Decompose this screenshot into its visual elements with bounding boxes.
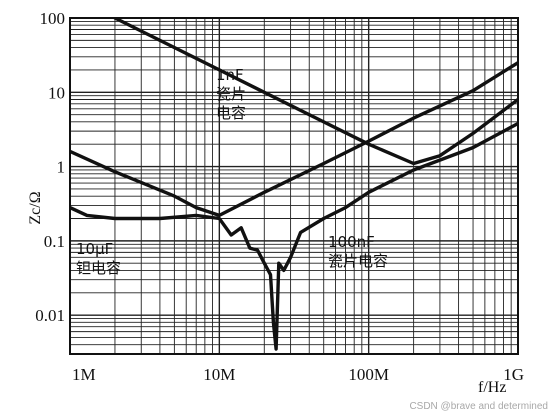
grid <box>70 18 518 354</box>
series-10uf-tantalum-line <box>70 61 518 218</box>
y-axis-label: Zc/Ω <box>27 191 44 224</box>
annotation-1nf-type2: 电容 <box>216 104 246 122</box>
series-group <box>70 18 518 351</box>
x-tick-label: 100M <box>348 365 389 384</box>
x-tick-label: 10M <box>203 365 235 384</box>
watermark: CSDN @brave and determined <box>409 401 548 412</box>
tick-labels: 1M 10M 100M 1G 100 10 1 0.1 0.01 <box>35 9 524 384</box>
annotation-1nf-type: 瓷片 <box>216 85 246 103</box>
plot-frame <box>69 17 519 355</box>
annotation-100nf-value: 100nF <box>328 233 375 251</box>
series-1nf-ceramic-line <box>113 18 518 166</box>
y-tick-label: 100 <box>40 9 66 28</box>
x-tick-label: 1M <box>72 365 96 384</box>
annotation-1nf-value: 1nF <box>216 66 244 84</box>
y-tick-label: 0.01 <box>35 306 65 325</box>
annotation-100nf-type: 瓷片电容 <box>328 252 388 270</box>
annotation-10uf-type: 钽电容 <box>76 259 121 277</box>
y-tick-label: 1 <box>57 158 66 177</box>
x-axis-label: f/Hz <box>478 379 506 396</box>
annotation-10uf-value: 10μF <box>76 240 113 258</box>
y-tick-label: 0.1 <box>44 232 65 251</box>
y-tick-label: 10 <box>48 83 65 102</box>
series-100nf-ceramic-line <box>70 121 518 351</box>
x-tick-label: 1G <box>503 365 524 384</box>
